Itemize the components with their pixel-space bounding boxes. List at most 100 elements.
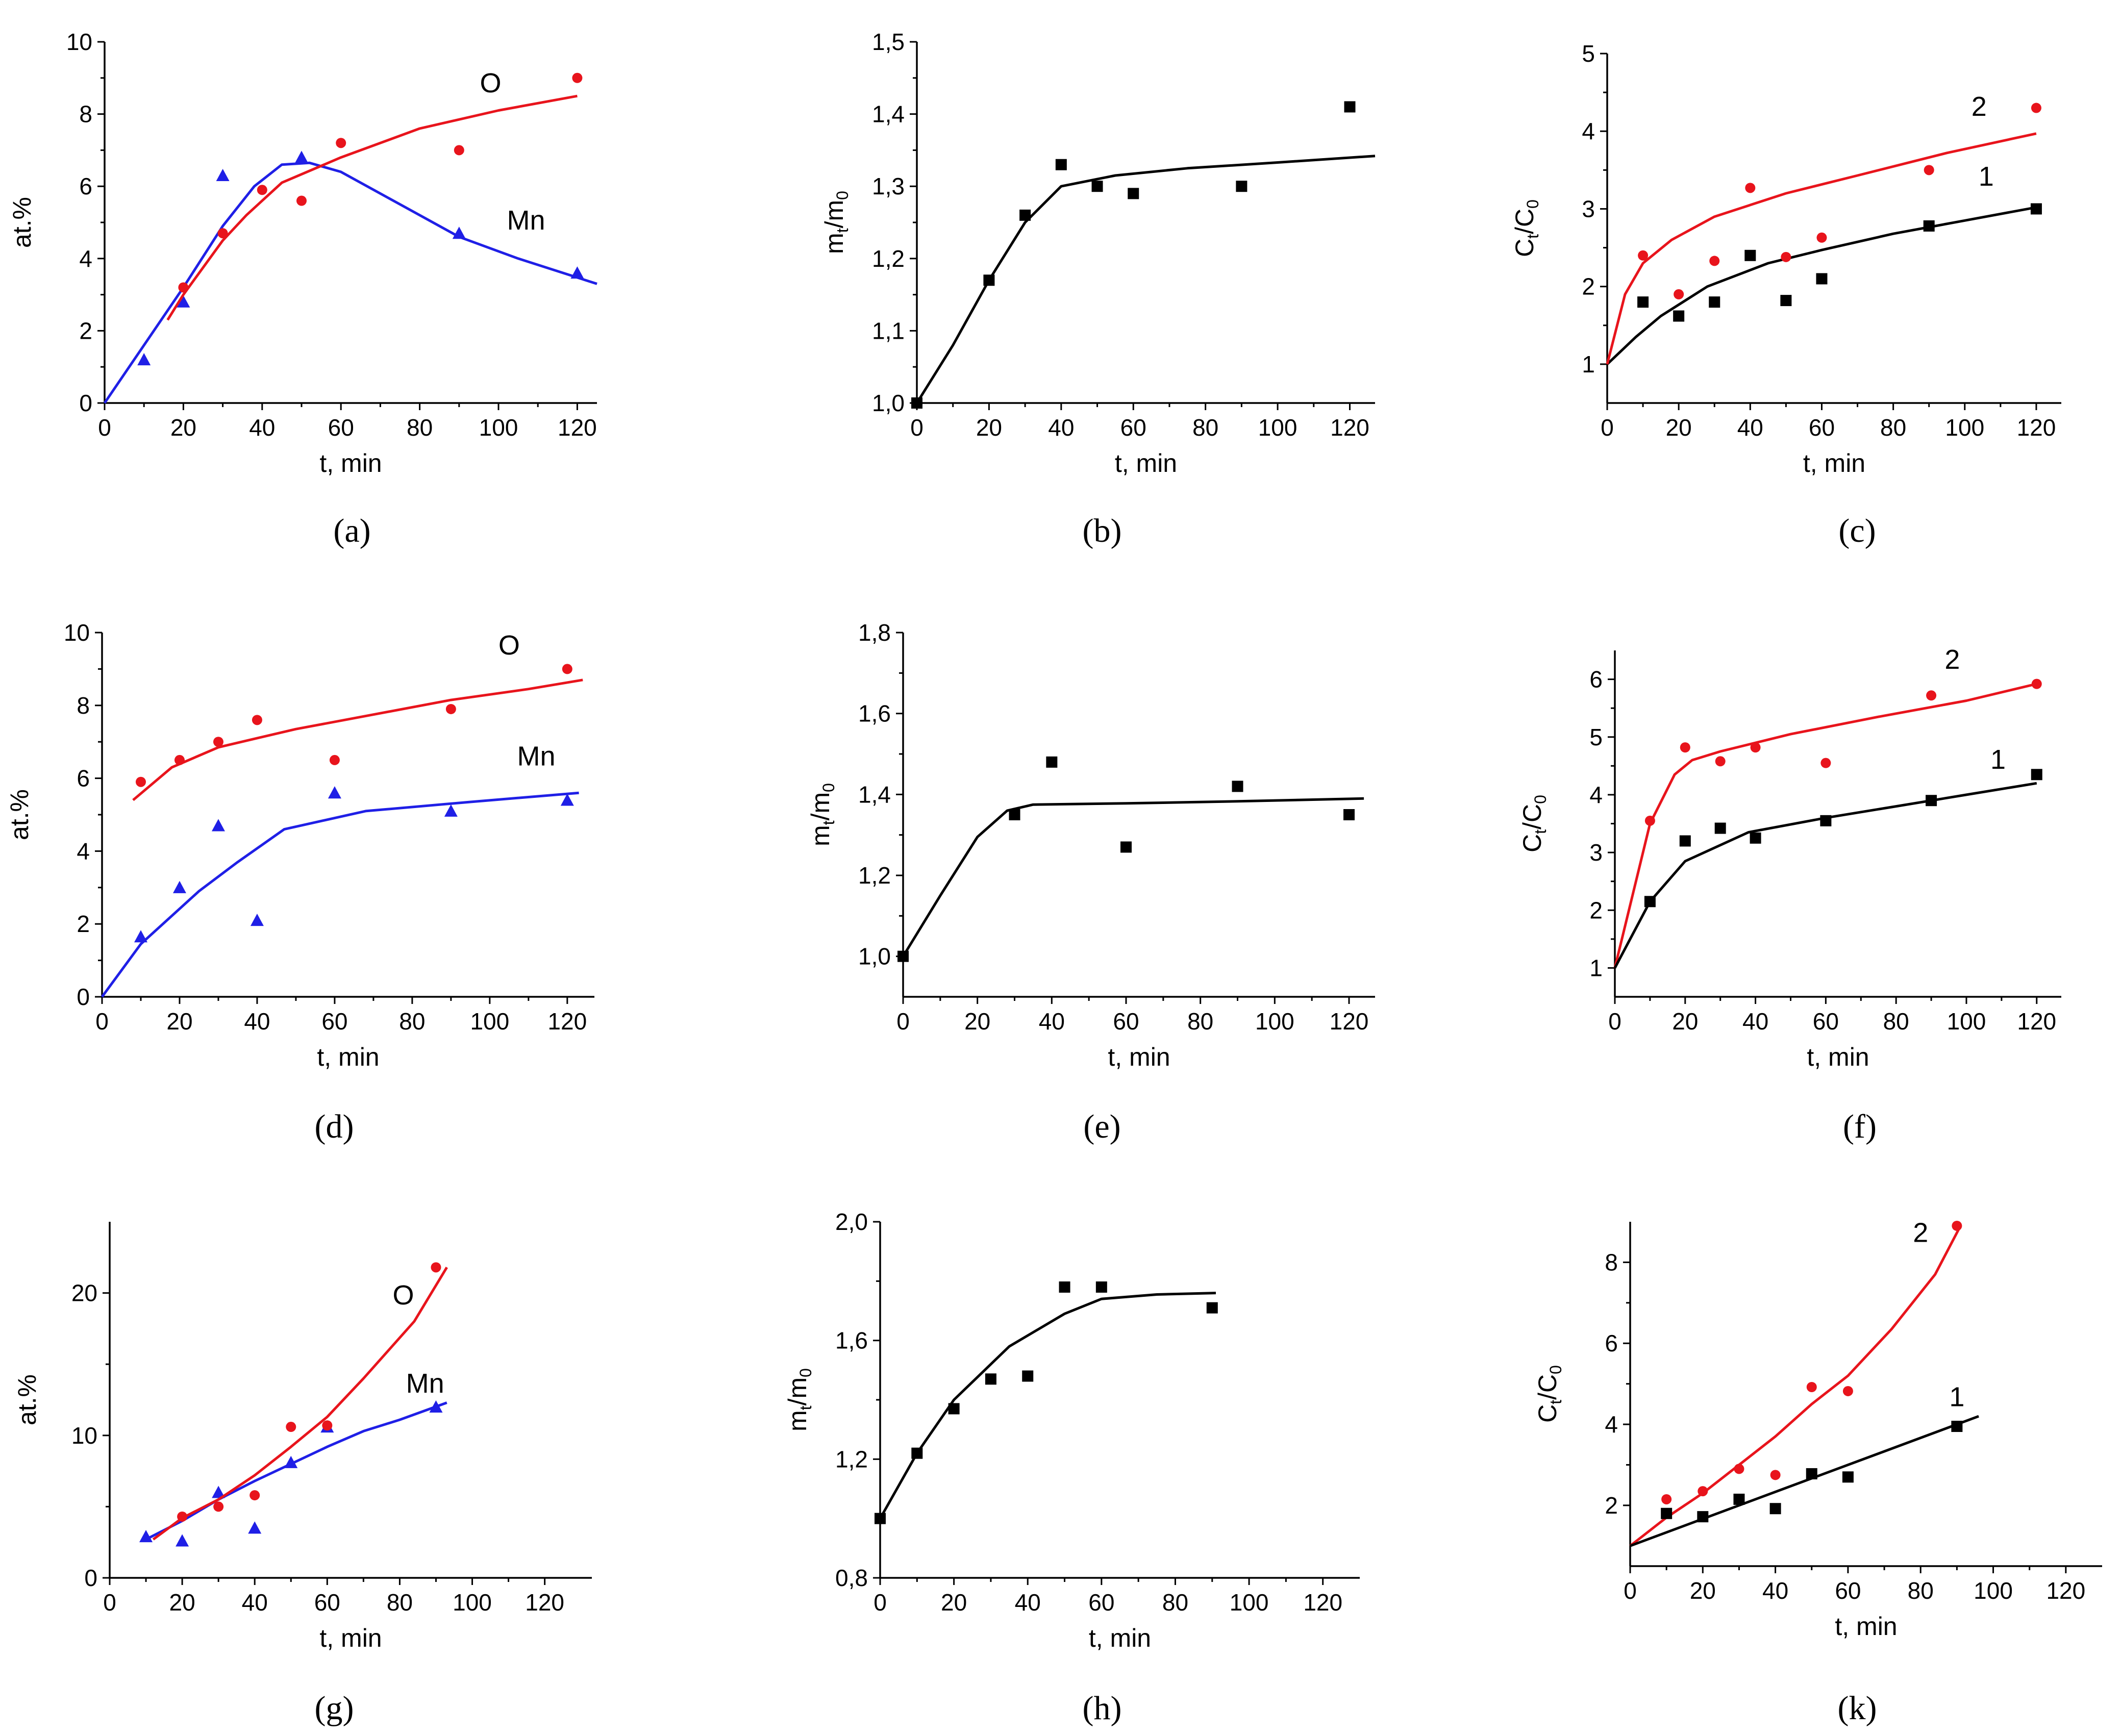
series-1: 1	[1613, 744, 2042, 969]
fit-line	[915, 155, 1376, 404]
data-point	[213, 737, 223, 747]
data-point	[1661, 1507, 1673, 1519]
y-tick-label: 1	[1582, 351, 1595, 378]
y-tick-label: 1,2	[835, 1446, 868, 1472]
data-point	[1734, 1464, 1744, 1474]
y-tick-label: 1	[1589, 954, 1603, 981]
y-axis-title-part: C	[1533, 1404, 1562, 1423]
y-axis-title-part: 0	[796, 1368, 815, 1377]
x-tick-label: 0	[1601, 414, 1614, 441]
y-tick-label: 10	[66, 29, 92, 55]
y-tick-label: 0,8	[835, 1565, 868, 1591]
x-axis-title: t, min	[1835, 1612, 1897, 1641]
x-tick-label: 120	[2017, 1008, 2056, 1035]
x-tick-label: 120	[2017, 414, 2056, 441]
x-tick-label: 60	[1835, 1577, 1861, 1604]
data-point	[1046, 756, 1058, 768]
data-point	[897, 950, 909, 962]
data-point	[296, 195, 307, 206]
data-point	[1344, 101, 1356, 113]
series-annotation: O	[480, 68, 502, 98]
data-point	[257, 185, 267, 195]
chart-b: 0 20 40 60 80 100 120 1,0 1,1 1,2 1,3 1,4 1,5 t, min m…	[820, 29, 1376, 549]
x-tick-label: 0	[1608, 1008, 1621, 1035]
x-tick-label: 40	[1015, 1589, 1041, 1616]
y-axis-title-part: t	[796, 1405, 815, 1410]
data-point	[177, 295, 190, 308]
data-point	[1128, 188, 1139, 199]
y-tick-label: 1,2	[872, 245, 905, 272]
y-axis-title: mt/m0	[806, 783, 838, 846]
series-mass	[897, 756, 1364, 962]
fit-line	[166, 94, 578, 321]
y-axis-title-part: t	[1524, 234, 1542, 239]
series-2: 2	[1613, 644, 2042, 968]
data-point	[1059, 1281, 1070, 1293]
y-tick-label: 1,6	[858, 700, 891, 727]
x-tick-label: 20	[1690, 1577, 1716, 1604]
data-point	[1820, 758, 1831, 768]
y-tick-label: 2,0	[835, 1209, 868, 1235]
y-axis-title-part: t	[833, 228, 852, 233]
x-tick-label: 60	[321, 1008, 347, 1035]
data-point	[250, 914, 264, 926]
panel-label: (g)	[315, 1690, 354, 1727]
x-axis-title: t, min	[1115, 449, 1177, 477]
data-point	[1009, 809, 1020, 820]
x-tick-label: 20	[170, 414, 196, 441]
data-point	[1816, 232, 1827, 243]
x-tick-label: 60	[328, 414, 354, 441]
data-point	[911, 397, 922, 409]
y-axis-title-part: /C	[1518, 804, 1546, 829]
y-tick-label: 3	[1589, 839, 1603, 866]
series-O: O	[132, 630, 583, 801]
x-tick-label: 20	[976, 414, 1002, 441]
y-tick-label: 6	[77, 765, 90, 792]
x-tick-label: 80	[1908, 1577, 1934, 1604]
y-tick-label: 2	[77, 911, 90, 937]
x-tick-label: 120	[1330, 414, 1369, 441]
data-point	[212, 1486, 226, 1498]
chart-a: 0 20 40 60 80 100 120 0 2 4 6 8 10 t, min at.% Mn O (a)	[8, 29, 597, 549]
data-point	[1091, 181, 1103, 192]
y-axis-title-part: m	[783, 1410, 812, 1431]
data-point	[1715, 756, 1726, 767]
x-tick-label: 60	[1809, 414, 1835, 441]
y-tick-label: 0	[77, 984, 90, 1010]
fit-line	[152, 1267, 448, 1541]
y-axis-title-part: /m	[806, 792, 835, 821]
series-annotation: Mn	[507, 205, 545, 236]
data-point	[572, 72, 583, 83]
fit-line	[879, 1292, 1216, 1519]
y-axis-title-part: /C	[1533, 1374, 1562, 1400]
fit-line	[902, 797, 1364, 958]
x-tick-label: 40	[1048, 414, 1074, 441]
x-tick-label: 0	[874, 1589, 887, 1616]
y-tick-label: 4	[1582, 118, 1595, 144]
data-point	[1019, 209, 1031, 221]
x-tick-label: 20	[964, 1008, 990, 1035]
data-point	[1637, 296, 1649, 308]
y-tick-label: 2	[79, 317, 92, 344]
data-point	[560, 793, 574, 806]
x-axis-title: t, min	[1089, 1624, 1151, 1652]
data-point	[444, 804, 458, 817]
x-tick-label: 120	[547, 1008, 587, 1035]
x-tick-label: 20	[941, 1589, 967, 1616]
data-point	[1926, 690, 1937, 701]
data-point	[1709, 296, 1720, 308]
fit-line	[1629, 1225, 1962, 1547]
data-point	[1206, 1302, 1218, 1314]
x-tick-label: 0	[1624, 1577, 1637, 1604]
data-point	[1680, 742, 1690, 753]
x-tick-label: 100	[479, 414, 518, 441]
y-axis-title-part: m	[820, 233, 849, 254]
fit-line	[1613, 782, 2037, 969]
y-tick-label: 1,1	[872, 317, 905, 344]
y-tick-label: 6	[1605, 1330, 1618, 1356]
panel-label: (d)	[315, 1108, 354, 1145]
y-tick-label: 4	[1605, 1411, 1618, 1438]
